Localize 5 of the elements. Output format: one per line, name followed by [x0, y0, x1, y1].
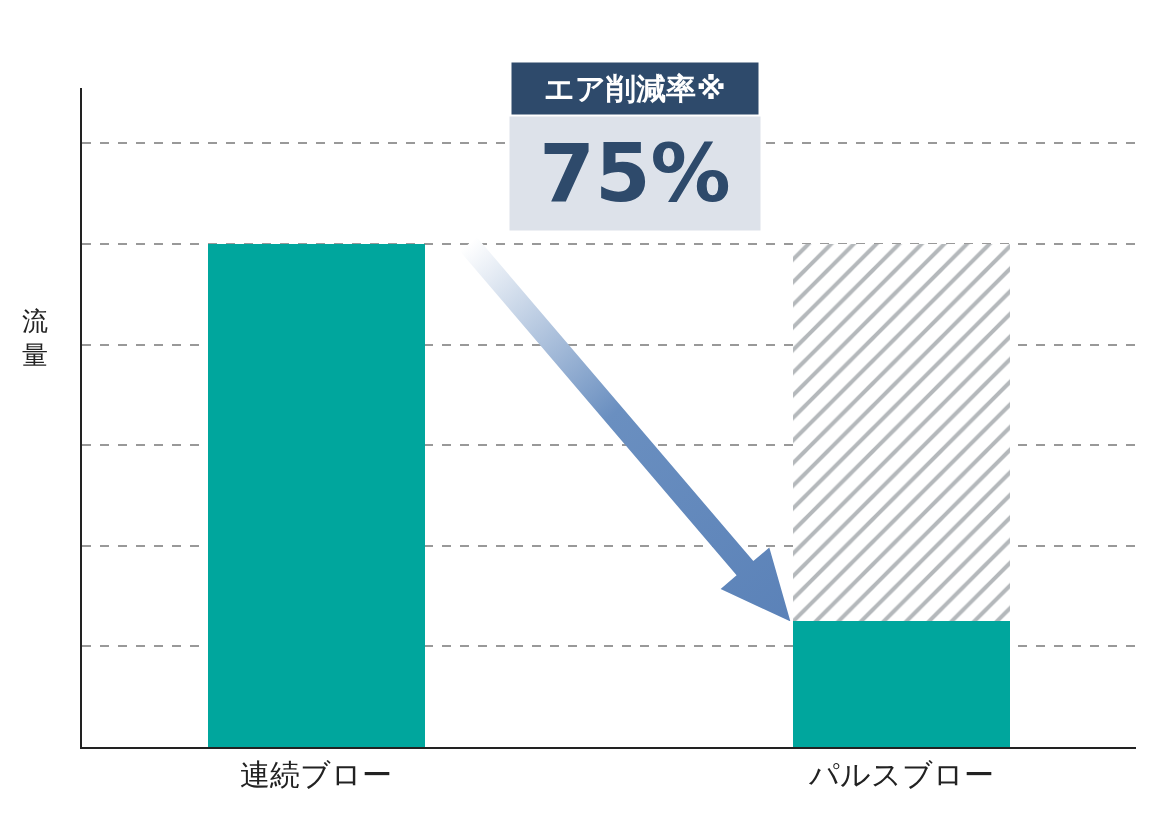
text: 75%: [539, 127, 731, 220]
text: エア削減率※: [544, 71, 726, 106]
x-tick-label: 連続ブロー: [240, 757, 393, 792]
x-tick-label: パルスブロー: [808, 757, 995, 792]
y-axis-title: 流量: [22, 306, 48, 370]
